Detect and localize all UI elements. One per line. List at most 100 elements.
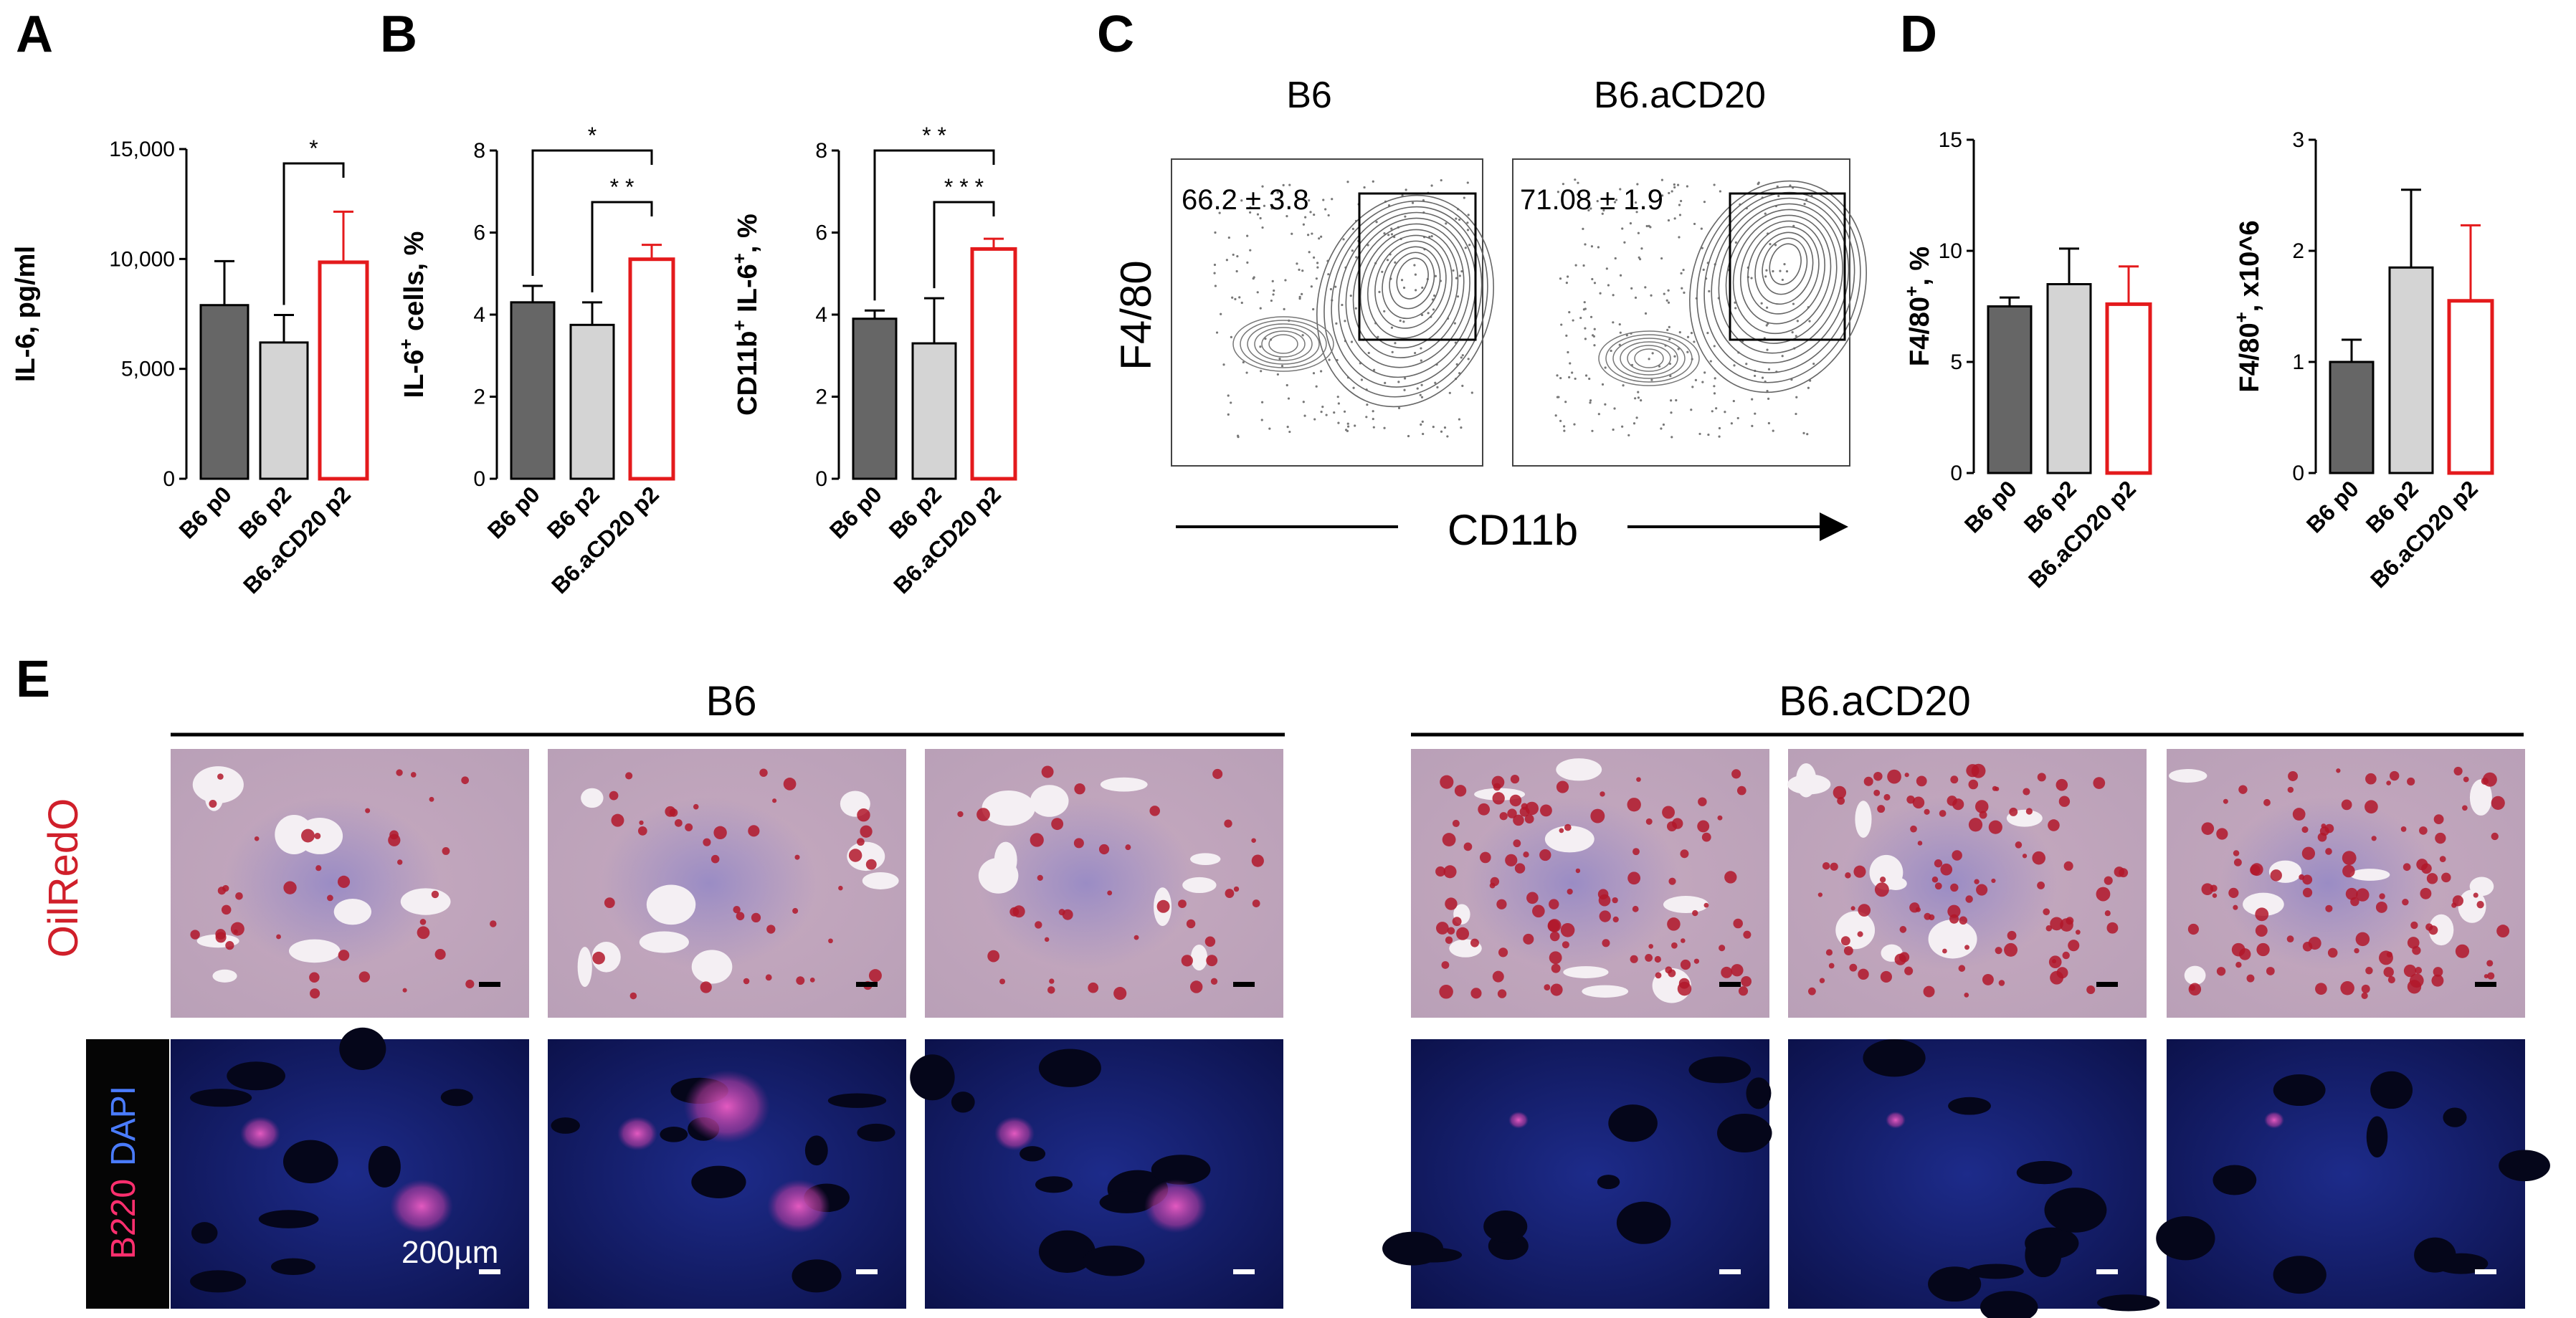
lipid-droplet	[2345, 887, 2358, 900]
flow-event	[1272, 293, 1275, 296]
lipid-droplet	[693, 803, 699, 810]
airspace	[1608, 1104, 1658, 1142]
flow-event	[1591, 277, 1594, 281]
flow-event	[1363, 186, 1366, 189]
lipid-droplet	[2365, 967, 2373, 975]
flow-event	[1421, 286, 1424, 290]
flow-event	[1593, 344, 1596, 347]
lipid-droplet	[2441, 872, 2451, 883]
flow-event	[1331, 198, 1334, 201]
flow-event	[1750, 277, 1753, 280]
flow-event	[1378, 290, 1381, 293]
airspace	[400, 888, 451, 915]
lipid-droplet	[1992, 785, 1997, 791]
lipid-droplet	[230, 922, 244, 936]
scale-bar	[856, 1269, 878, 1274]
flow-plot-title-b6acd20: B6.aCD20	[1594, 75, 1766, 116]
lipid-droplet	[2104, 876, 2113, 885]
flow-gate-value: 71.08 ± 1.9	[1520, 184, 1663, 216]
fluorescence-images	[171, 1027, 2550, 1318]
flow-event	[1612, 294, 1615, 297]
lipid-droplet	[2233, 858, 2242, 866]
flow-event	[1458, 418, 1461, 421]
flow-event	[1372, 368, 1376, 371]
oilredo-image-4	[1411, 749, 1769, 1018]
lipid-droplet	[1492, 970, 1504, 983]
flow-event	[1453, 322, 1456, 325]
lipid-droplet	[1470, 988, 1482, 999]
lipid-droplet	[1627, 871, 1641, 885]
lipid-droplet	[2266, 967, 2275, 975]
flow-contour	[1732, 214, 1832, 335]
flow-contour	[1605, 334, 1693, 383]
lipid-droplet	[2491, 832, 2499, 841]
lipid-droplet	[337, 875, 351, 888]
airspace	[1038, 1049, 1101, 1087]
flow-event	[1589, 315, 1593, 318]
flow-event	[1715, 407, 1718, 410]
airspace	[2025, 1233, 2062, 1278]
y-tick-label: 0	[1950, 462, 1962, 485]
lipid-droplet	[1133, 935, 1139, 940]
flow-event	[1732, 399, 1735, 403]
lipid-droplet	[217, 773, 224, 780]
flow-event	[1649, 191, 1653, 195]
airspace	[1556, 758, 1602, 781]
lipid-droplet	[796, 976, 805, 985]
x-tick-label: B6.aCD20 p2	[2365, 475, 2483, 593]
flow-event	[1812, 363, 1815, 366]
y-tick-label: 2	[815, 386, 827, 409]
lipid-droplet	[987, 950, 1000, 963]
lipid-droplet	[2387, 976, 2395, 984]
flow-event	[1795, 412, 1797, 416]
lipid-droplet	[1840, 936, 1850, 946]
lipid-droplet	[665, 806, 676, 817]
flow-event	[1377, 335, 1379, 338]
lipid-droplet	[1156, 899, 1170, 913]
flow-event	[1366, 403, 1369, 406]
y-tick-label: 10	[1939, 239, 1962, 263]
b220-cluster	[240, 1116, 280, 1151]
flow-event	[1650, 294, 1653, 297]
lipid-droplet	[310, 988, 320, 999]
flow-event	[1327, 214, 1330, 217]
flow-event	[1584, 327, 1587, 330]
lipid-droplet	[1995, 947, 2002, 955]
flow-event	[1670, 436, 1673, 439]
lipid-droplet	[1703, 902, 1709, 908]
lipid-droplet	[766, 925, 776, 934]
lipid-droplet	[1738, 986, 1749, 996]
flow-event	[1402, 320, 1405, 323]
lipid-droplet	[1958, 965, 1966, 972]
flow-event	[1349, 295, 1352, 297]
flow-event	[1419, 393, 1422, 396]
lipid-droplet	[1665, 966, 1673, 974]
flow-event	[1703, 201, 1706, 204]
flow-event	[1703, 371, 1706, 374]
flow-event	[1785, 269, 1789, 273]
lipid-droplet	[2420, 887, 2432, 899]
flow-event	[1302, 401, 1305, 403]
flow-event	[1320, 370, 1323, 373]
lipid-droplet	[629, 992, 637, 1000]
flow-contour	[1338, 211, 1477, 378]
flow-event	[1621, 425, 1624, 428]
lipid-droplet	[2439, 856, 2446, 863]
airspace	[2366, 1116, 2388, 1158]
lipid-droplet	[1964, 993, 1969, 998]
lipid-droplet	[2223, 798, 2228, 804]
flow-contour	[1598, 330, 1700, 386]
airspace	[1020, 1146, 1046, 1162]
lipid-droplet	[1564, 823, 1572, 831]
lipid-droplet	[1559, 828, 1564, 834]
lipid-droplet	[639, 820, 644, 826]
lipid-droplet	[1721, 966, 1733, 978]
flow-event	[1416, 387, 1419, 390]
airspace	[282, 1140, 338, 1184]
flow-event	[1718, 435, 1721, 438]
flow-event	[1344, 320, 1346, 323]
lipid-droplet	[2327, 947, 2338, 958]
airspace	[982, 790, 1035, 826]
lipid-droplet	[221, 904, 232, 915]
lipid-droplet	[2433, 967, 2443, 977]
